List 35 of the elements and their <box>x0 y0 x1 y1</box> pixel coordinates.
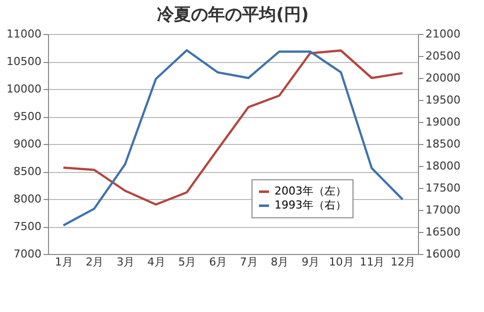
x-tick-label: 3月 <box>116 256 135 268</box>
y-tick-label: 10500 <box>6 55 42 68</box>
x-tick-label: 9月 <box>302 256 320 268</box>
y-tick-label: 10000 <box>6 82 42 96</box>
x-tick-label: 1月 <box>54 256 73 268</box>
y2-tick-label: 17000 <box>426 204 460 216</box>
y2-tick-label: 16000 <box>426 248 460 260</box>
x-tick-label: 10月 <box>328 256 354 268</box>
y2-tick-label: 20000 <box>426 72 460 84</box>
x-tick-label: 6月 <box>209 256 228 268</box>
y2-tick-label: 20500 <box>426 50 460 62</box>
chart-title: 冷夏の年の平均(円) <box>157 5 309 25</box>
y-tick-label: 7500 <box>14 220 42 233</box>
y2-tick-label: 18000 <box>426 160 460 172</box>
y-tick-label: 8000 <box>14 192 42 206</box>
y2-tick-label: 18500 <box>426 138 460 150</box>
x-tick-label: 2月 <box>86 256 104 268</box>
y-tick-label: 7000 <box>14 248 42 260</box>
y-tick-label: 11000 <box>6 28 42 40</box>
x-tick-label: 11月 <box>360 256 385 268</box>
y2-tick-label: 21000 <box>426 28 460 40</box>
y2-tick-label: 16500 <box>426 226 460 238</box>
legend-label: 1993年（右） <box>274 198 346 212</box>
x-tick-label: 8月 <box>270 256 289 268</box>
y-tick-label: 9500 <box>14 110 42 123</box>
y2-tick-label: 19500 <box>426 94 460 106</box>
x-tick-label: 12月 <box>390 256 416 268</box>
y2-tick-label: 19000 <box>426 116 460 128</box>
x-tick-label: 4月 <box>147 256 166 268</box>
y-tick-label: 9000 <box>14 138 42 150</box>
y-tick-label: 8500 <box>14 165 42 178</box>
x-tick-label: 5月 <box>178 256 196 268</box>
y2-tick-label: 17500 <box>426 182 460 194</box>
legend-label: 2003年（左） <box>274 184 346 198</box>
x-tick-label: 7月 <box>240 256 258 268</box>
